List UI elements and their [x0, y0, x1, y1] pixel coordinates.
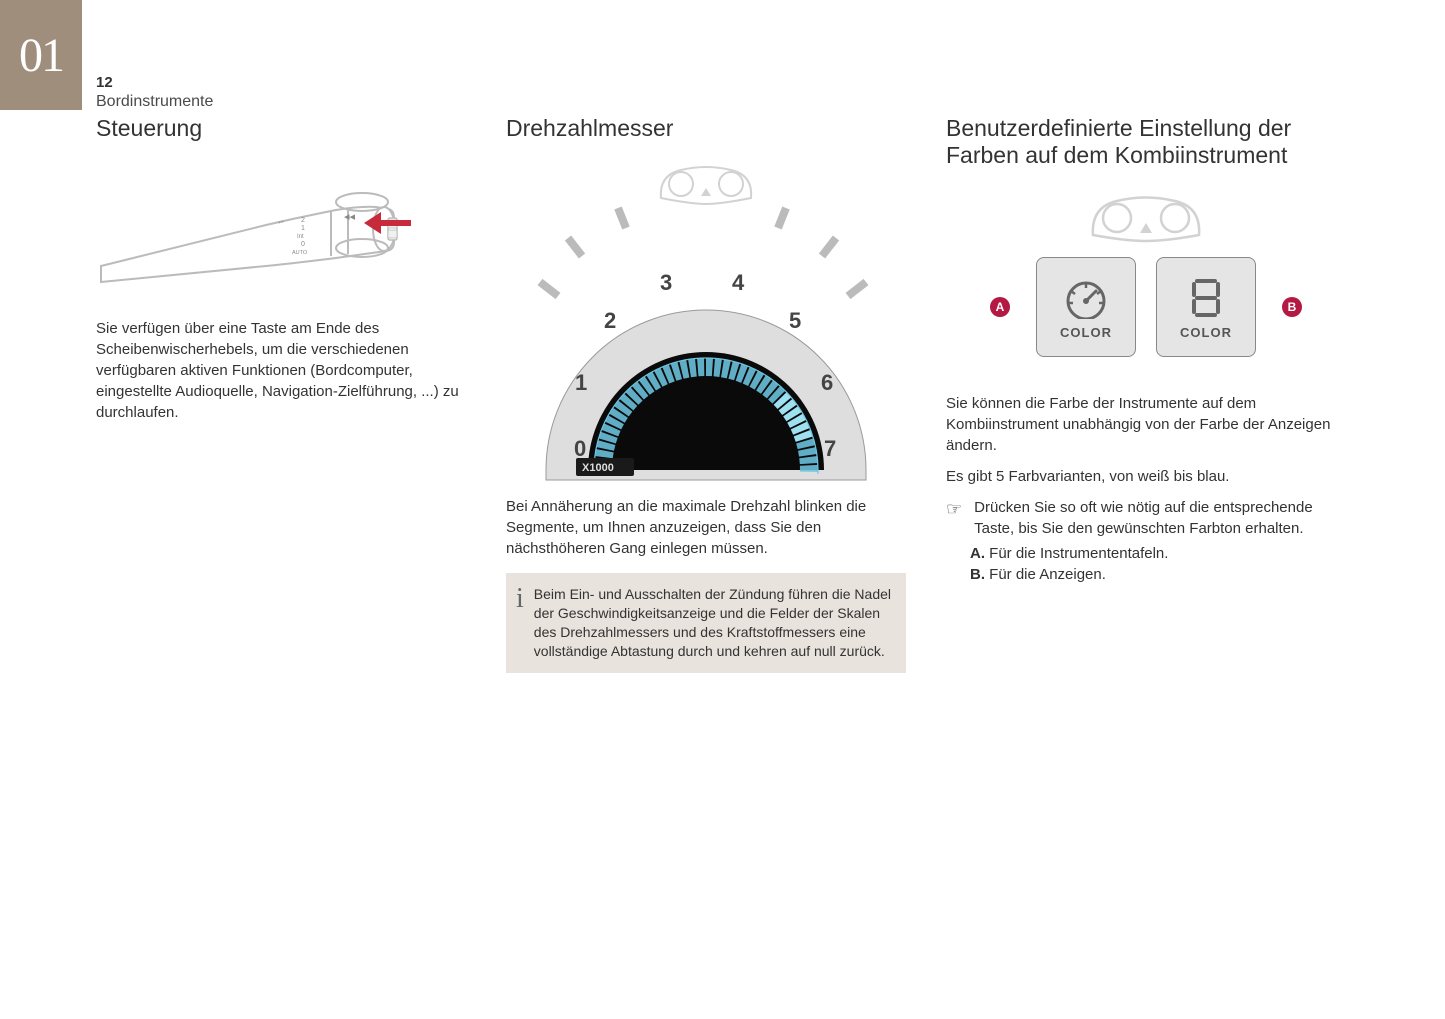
- pointer-icon: ☞: [946, 497, 962, 539]
- heading-steuerung: Steuerung: [96, 115, 466, 142]
- figure-tachometer: 0 1 2 3 4 5 6 7 X1000: [526, 160, 886, 480]
- column-drehzahlmesser: Drehzahlmesser: [506, 115, 906, 673]
- callout-b: B: [1282, 297, 1302, 317]
- page-number: 12: [96, 74, 213, 91]
- svg-text:3: 3: [660, 270, 672, 295]
- page-header: 12 Bordinstrumente: [96, 74, 213, 111]
- cluster-outline-icon: [651, 160, 761, 205]
- gauge-icon: [1060, 275, 1112, 319]
- item-b: B. Für die Anzeigen.: [970, 564, 1346, 585]
- svg-text:Int: Int: [297, 234, 304, 240]
- svg-text:4: 4: [732, 270, 745, 295]
- svg-text:⇌: ⇌: [278, 219, 284, 226]
- color-button-a[interactable]: COLOR: [1036, 257, 1136, 357]
- x1000-label: X1000: [582, 462, 614, 474]
- section-name: Bordinstrumente: [96, 93, 213, 111]
- text-steuerung: Sie verfügen über eine Taste am Ende des…: [96, 318, 466, 423]
- svg-text:0: 0: [301, 241, 305, 248]
- item-a: A. Für die Instrumententafeln.: [970, 543, 1346, 564]
- rewind-icon: ◂◂: [344, 211, 356, 223]
- figure-color-buttons: A COLOR: [981, 187, 1311, 377]
- color-button-b[interactable]: COLOR: [1156, 257, 1256, 357]
- info-box: i Beim Ein- und Ausschalten der Zündung …: [506, 573, 906, 673]
- svg-text:0: 0: [574, 436, 586, 461]
- color-label-a: COLOR: [1060, 325, 1112, 340]
- info-text: Beim Ein- und Ausschalten der Zündung fü…: [534, 585, 892, 661]
- bullet-text: Drücken Sie so oft wie nötig auf die ent…: [974, 497, 1346, 539]
- svg-text:2: 2: [604, 308, 616, 333]
- svg-text:5: 5: [789, 308, 801, 333]
- text-farben-1: Sie können die Farbe der Instrumente auf…: [946, 393, 1346, 456]
- info-icon: i: [516, 585, 524, 661]
- column-farben: Benutzerdefinierte Einstellung der Farbe…: [946, 115, 1346, 673]
- item-a-label: A.: [970, 545, 985, 562]
- svg-text:1: 1: [575, 370, 587, 395]
- chapter-number: 01: [19, 28, 63, 83]
- column-steuerung: Steuerung ◂◂ ⇌ 2 1 Int 0: [96, 115, 466, 673]
- item-b-text: Für die Anzeigen.: [985, 566, 1106, 583]
- svg-text:7: 7: [824, 436, 836, 461]
- bullet-instruction: ☞ Drücken Sie so oft wie nötig auf die e…: [946, 497, 1346, 539]
- svg-text:6: 6: [821, 370, 833, 395]
- item-a-text: Für die Instrumententafeln.: [985, 545, 1168, 562]
- svg-text:2: 2: [301, 217, 305, 224]
- text-farben-2: Es gibt 5 Farbvarianten, von weiß bis bl…: [946, 466, 1346, 487]
- item-b-label: B.: [970, 566, 985, 583]
- heading-farben: Benutzerdefinierte Einstellung der Farbe…: [946, 115, 1346, 169]
- heading-drehzahlmesser: Drehzahlmesser: [506, 115, 906, 142]
- cluster-outline-icon: [1081, 189, 1211, 244]
- text-drehzahlmesser: Bei Annäherung an die maximale Drehzahl …: [506, 496, 906, 559]
- content-columns: Steuerung ◂◂ ⇌ 2 1 Int 0: [96, 115, 1385, 673]
- figure-wiper-stalk: ◂◂ ⇌ 2 1 Int 0 AUTO: [96, 160, 416, 300]
- color-label-b: COLOR: [1180, 325, 1232, 340]
- chapter-tab: 01: [0, 0, 82, 110]
- svg-text:AUTO: AUTO: [292, 250, 308, 256]
- digit-icon: [1180, 275, 1232, 319]
- callout-a: A: [990, 297, 1010, 317]
- svg-text:1: 1: [301, 225, 305, 232]
